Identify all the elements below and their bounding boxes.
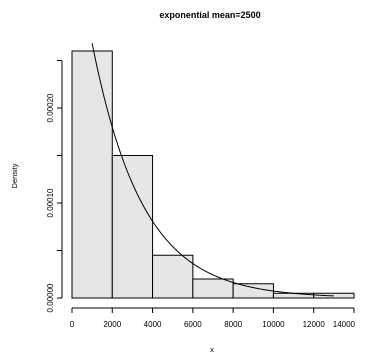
density-curve	[91, 43, 334, 297]
x-tick-label-8: 14000	[333, 320, 356, 329]
histogram-bar-1	[71, 50, 113, 299]
x-tick-label-6: 10000	[262, 320, 285, 329]
histogram-bar-2	[111, 155, 154, 299]
x-tick-label-2: 2000	[103, 320, 121, 329]
histogram-bar-5	[232, 283, 274, 299]
y-tick-label-3: 0.00020	[46, 93, 55, 122]
bars-group	[71, 50, 355, 299]
x-tick-label-5: 8000	[224, 320, 242, 329]
x-tick-label-4: 6000	[184, 320, 202, 329]
x-axis-ticks: 0 2000 4000 6000 8000 10000 12000 14000	[70, 308, 356, 329]
y-tick-label-1: 0.00000	[46, 283, 55, 312]
histogram-bar-6	[272, 292, 315, 299]
histogram-bar-4	[192, 278, 234, 299]
x-tick-label-3: 4000	[144, 320, 162, 329]
y-axis-label: Density	[10, 163, 19, 188]
chart-title: exponential mean=2500	[159, 10, 260, 20]
y-axis-ticks: 0.00000 0.00010 0.00020	[46, 60, 62, 312]
x-tick-label-1: 0	[70, 320, 75, 329]
y-tick-label-2: 0.00010	[46, 188, 55, 217]
histogram-bar-3	[152, 254, 194, 299]
x-axis-label: x	[210, 345, 214, 354]
x-tick-label-7: 12000	[303, 320, 326, 329]
